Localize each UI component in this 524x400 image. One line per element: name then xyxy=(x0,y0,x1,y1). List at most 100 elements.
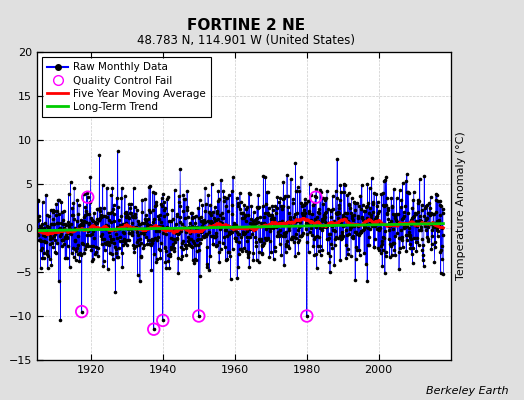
Point xyxy=(41,239,49,245)
Point xyxy=(427,220,435,227)
Point xyxy=(146,222,154,228)
Point xyxy=(330,218,338,225)
Point xyxy=(82,218,91,225)
Point xyxy=(367,212,375,218)
Point xyxy=(395,235,403,241)
Point xyxy=(248,231,256,237)
Point xyxy=(349,233,357,239)
Point xyxy=(208,180,216,187)
Point xyxy=(272,210,280,216)
Point xyxy=(184,242,193,248)
Point xyxy=(143,221,151,228)
Point xyxy=(377,243,385,249)
Point xyxy=(159,317,167,324)
Point xyxy=(135,221,144,227)
Point xyxy=(163,196,171,202)
Point xyxy=(389,211,398,217)
Point xyxy=(273,233,281,240)
Point xyxy=(322,236,331,242)
Point xyxy=(277,203,285,210)
Point xyxy=(130,245,138,252)
Point xyxy=(266,225,275,231)
Point xyxy=(346,205,355,211)
Point xyxy=(438,225,446,231)
Point xyxy=(69,254,78,260)
Point xyxy=(376,225,384,231)
Point xyxy=(254,204,262,211)
Point xyxy=(141,228,149,234)
Point xyxy=(205,267,213,274)
Point xyxy=(397,204,405,210)
Point xyxy=(217,222,226,228)
Point xyxy=(241,230,249,236)
Point xyxy=(416,213,424,220)
Point xyxy=(365,234,374,240)
Point xyxy=(434,198,442,204)
Point xyxy=(130,210,139,217)
Point xyxy=(339,233,347,240)
Point xyxy=(385,236,394,242)
Point xyxy=(126,204,134,211)
Point xyxy=(392,219,401,225)
Point xyxy=(271,244,279,251)
Point xyxy=(94,244,102,251)
Point xyxy=(145,207,153,213)
Point xyxy=(421,223,430,229)
Point xyxy=(162,211,171,218)
Point xyxy=(151,199,160,206)
Point xyxy=(296,218,304,225)
Point xyxy=(169,235,177,242)
Point xyxy=(278,202,287,209)
Point xyxy=(267,249,275,256)
Point xyxy=(299,230,307,236)
Point xyxy=(365,210,373,216)
Point xyxy=(183,204,192,211)
Point xyxy=(122,208,130,215)
Point xyxy=(73,233,82,239)
Point xyxy=(213,198,222,204)
Point xyxy=(159,230,168,236)
Point xyxy=(270,248,279,254)
Point xyxy=(267,216,276,222)
Point xyxy=(343,210,351,216)
Point xyxy=(78,308,86,315)
Point xyxy=(289,239,298,246)
Point xyxy=(108,185,116,192)
Point xyxy=(436,202,444,208)
Point xyxy=(176,214,184,220)
Point xyxy=(268,202,277,209)
Point xyxy=(257,238,265,244)
Point xyxy=(109,256,117,262)
Point xyxy=(121,239,129,246)
Point xyxy=(397,197,406,203)
Point xyxy=(306,218,314,224)
Point xyxy=(380,228,389,234)
Point xyxy=(83,231,91,238)
Point xyxy=(178,221,186,227)
Point xyxy=(336,257,344,263)
Point xyxy=(47,220,55,227)
Point xyxy=(85,226,94,233)
Point xyxy=(341,182,349,188)
Point xyxy=(105,228,113,235)
Point xyxy=(357,182,366,188)
Point xyxy=(318,218,326,224)
Point xyxy=(292,230,301,237)
Point xyxy=(351,277,359,284)
Point xyxy=(103,266,112,272)
Point xyxy=(171,187,179,194)
Point xyxy=(275,232,283,239)
Point xyxy=(379,247,387,254)
Point xyxy=(281,249,290,256)
Point xyxy=(152,228,160,234)
Point xyxy=(388,240,396,247)
Point xyxy=(297,232,305,239)
Point xyxy=(352,244,361,250)
Point xyxy=(258,242,267,249)
Point xyxy=(370,190,378,196)
Point xyxy=(226,229,235,236)
Point xyxy=(56,233,64,239)
Point xyxy=(250,227,258,234)
Point xyxy=(411,210,419,216)
Point xyxy=(147,266,156,273)
